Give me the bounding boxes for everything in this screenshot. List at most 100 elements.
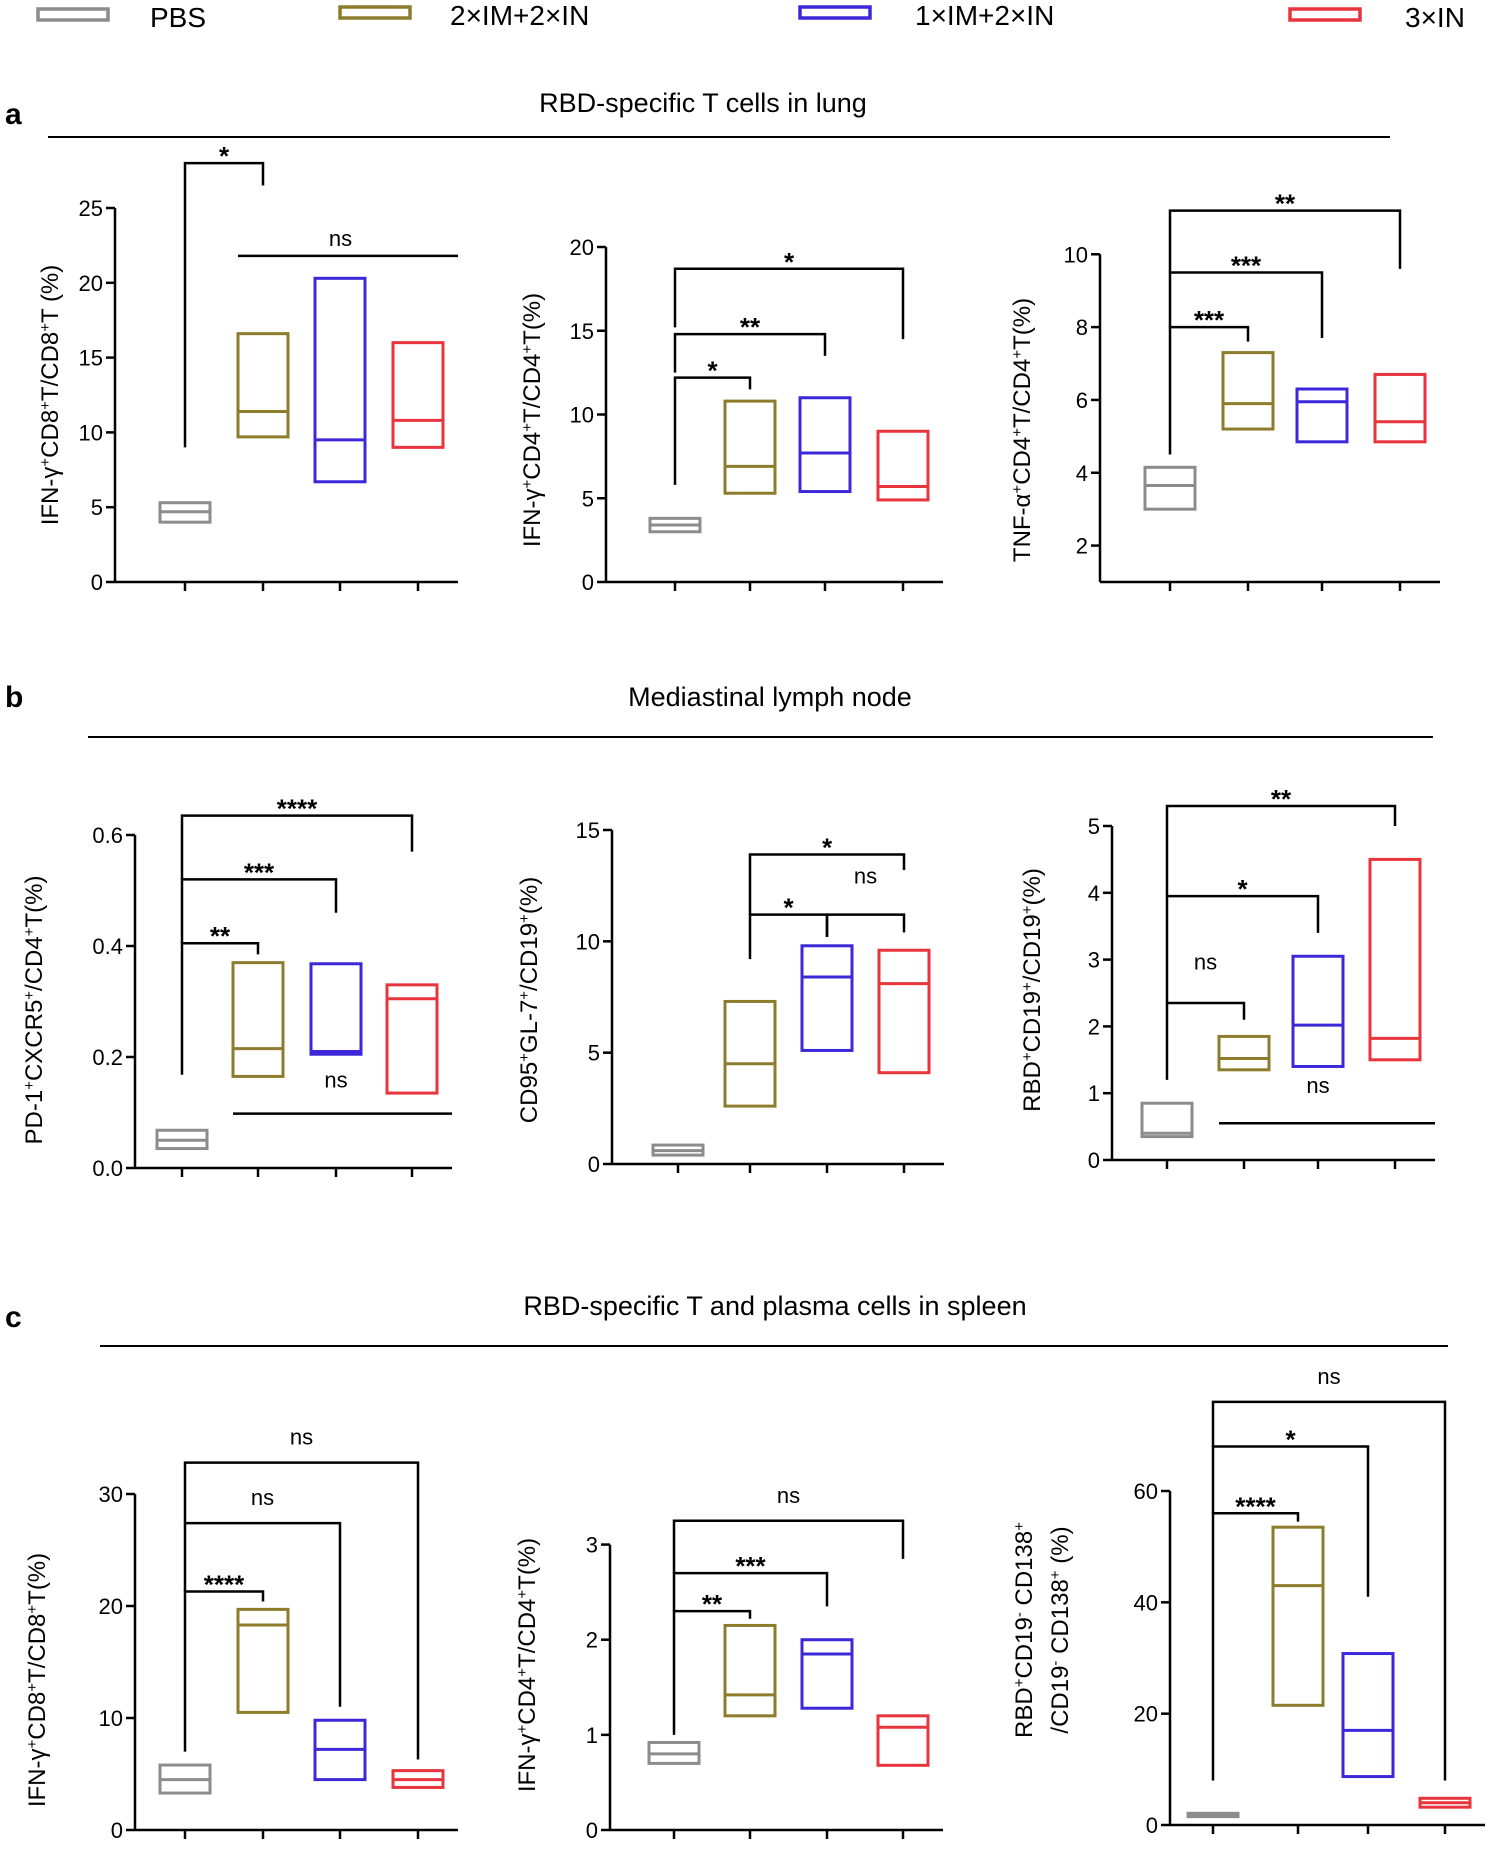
y-axis-label-part: IFN-γ — [519, 488, 546, 547]
y-axis-label-part: + — [24, 1739, 41, 1748]
comparison-bracket — [673, 376, 752, 485]
comparison-bracket — [825, 913, 906, 937]
section-letter-b: b — [5, 681, 23, 714]
comparison-label: * — [822, 832, 833, 862]
y-tick-label: 0 — [582, 570, 594, 595]
box-3 — [1368, 857, 1422, 1062]
legend-label-pbs: PBS — [150, 2, 206, 33]
box-1 — [236, 332, 290, 439]
comparison-bracket — [672, 1609, 752, 1735]
y-axis-label-part: T/CD8 — [37, 332, 64, 401]
box-2 — [1291, 954, 1345, 1068]
comparison-bracket — [180, 878, 338, 944]
y-axis-label-line2-part: + — [1047, 1570, 1064, 1579]
y-tick-label: 5 — [91, 495, 103, 520]
box-2 — [1295, 387, 1349, 444]
y-axis-label: RBD+CD19+/CD19+(%) — [1019, 868, 1047, 1112]
panel-b1: 0.00.20.40.6PD-1+CXCR5+/CD4+T(%)********… — [21, 794, 452, 1181]
y-axis-label-part: + — [516, 1053, 533, 1062]
y-axis-label-part: + — [516, 914, 533, 923]
y-axis-label-part: + — [519, 423, 536, 432]
legend: PBS 2×IM+2×IN 1×IM+2×IN 3×IN — [36, 0, 1465, 33]
comparison-label: * — [1285, 1424, 1296, 1454]
y-axis-label-part: + — [21, 927, 38, 936]
y-axis-label-part: PD-1 — [21, 1090, 48, 1145]
y-axis-label-part: + — [514, 1590, 531, 1599]
y-axis-label-line2: /CD19- CD138+ (%) — [1047, 1526, 1075, 1733]
y-axis-label: CD95+GL-7+/CD19+(%) — [516, 877, 544, 1123]
y-axis-label-part: + — [24, 1683, 41, 1692]
box-2 — [313, 276, 367, 484]
box-2 — [798, 396, 852, 494]
comparison-bracket — [672, 1571, 829, 1612]
y-axis-label-part: CD8 — [24, 1692, 51, 1740]
legend-swatch-3in — [1288, 7, 1362, 22]
y-axis-label-part: - — [1011, 1612, 1028, 1617]
comparison-bracket — [183, 1521, 342, 1707]
box-1 — [723, 399, 777, 495]
section-b-header: b Mediastinal lymph node — [5, 681, 1433, 738]
y-tick-label: 2 — [586, 1628, 598, 1653]
legend-swatch-1im2in — [798, 5, 872, 20]
comparison-label: *** — [1231, 250, 1262, 280]
y-axis-label-part: CD95 — [516, 1062, 543, 1123]
legend-label-1im2in: 1×IM+2×IN — [915, 0, 1054, 31]
comparison-label: *** — [1194, 305, 1225, 335]
y-tick-label: 0.0 — [92, 1156, 123, 1181]
y-tick-label: 6 — [1076, 388, 1088, 413]
comparison-label: *** — [735, 1551, 766, 1581]
y-axis-label-part: RBD — [1019, 1061, 1046, 1112]
y-axis-label-part: + — [21, 991, 38, 1000]
comparison-label: * — [784, 247, 795, 277]
box-1 — [1271, 1525, 1325, 1707]
y-axis-label-part: CD4 — [519, 432, 546, 480]
y-axis-label-part: + — [37, 401, 54, 410]
y-tick-label: 2 — [1088, 1014, 1100, 1039]
y-tick-label: 10 — [99, 1706, 123, 1731]
comparison-bracket — [672, 1519, 905, 1574]
y-axis-label-part: CD4 — [1009, 437, 1036, 485]
y-axis-label-line2-part: /CD19 — [1047, 1666, 1074, 1734]
comparison-label: ** — [740, 312, 761, 342]
box-3 — [1373, 372, 1427, 444]
box-2 — [309, 962, 363, 1056]
comparison-label: * — [219, 141, 230, 171]
y-tick-label: 15 — [79, 346, 103, 371]
box-1 — [723, 999, 777, 1108]
y-axis-label-part: CD4 — [514, 1677, 541, 1725]
legend-label-3in: 3×IN — [1405, 2, 1465, 33]
comparison-label: ns — [290, 1425, 313, 1450]
comparison-bracket — [1168, 325, 1250, 455]
y-tick-label: 15 — [570, 319, 594, 344]
y-tick-label: 20 — [570, 235, 594, 260]
comparison-bracket — [183, 1461, 420, 1760]
y-tick-label: 5 — [582, 486, 594, 511]
comparison-bracket — [673, 332, 827, 373]
box-3 — [876, 1714, 930, 1767]
box-3 — [385, 983, 439, 1095]
box-3 — [391, 341, 445, 449]
y-axis-label-part: T(%) — [1009, 298, 1036, 350]
comparison-label: **** — [1235, 1491, 1276, 1521]
y-axis-label-part: /CD19 — [1019, 914, 1046, 982]
y-axis-label: IFN-γ+CD4+T/CD4+T(%) — [519, 293, 547, 547]
comparison-label: ** — [702, 1589, 723, 1619]
comparison-bracket — [1165, 1001, 1246, 1080]
y-axis-label-part: + — [24, 1605, 41, 1614]
y-tick-label: 4 — [1088, 881, 1100, 906]
comparison-label: ns — [854, 863, 877, 888]
comparison-bracket — [183, 161, 265, 448]
y-tick-label: 0 — [91, 570, 103, 595]
y-axis-label: IFN-γ+CD4+T/CD4+T(%) — [514, 1538, 542, 1792]
section-title-b: Mediastinal lymph node — [628, 682, 912, 712]
y-axis-label: IFN-γ+CD8+T/CD8+T (%) — [37, 265, 65, 526]
box-0 — [1143, 465, 1197, 511]
y-tick-label: 40 — [1134, 1590, 1158, 1615]
y-axis-label-part: + — [1019, 1052, 1036, 1061]
y-axis-label-part: + — [1009, 428, 1026, 437]
box-3 — [876, 429, 930, 502]
